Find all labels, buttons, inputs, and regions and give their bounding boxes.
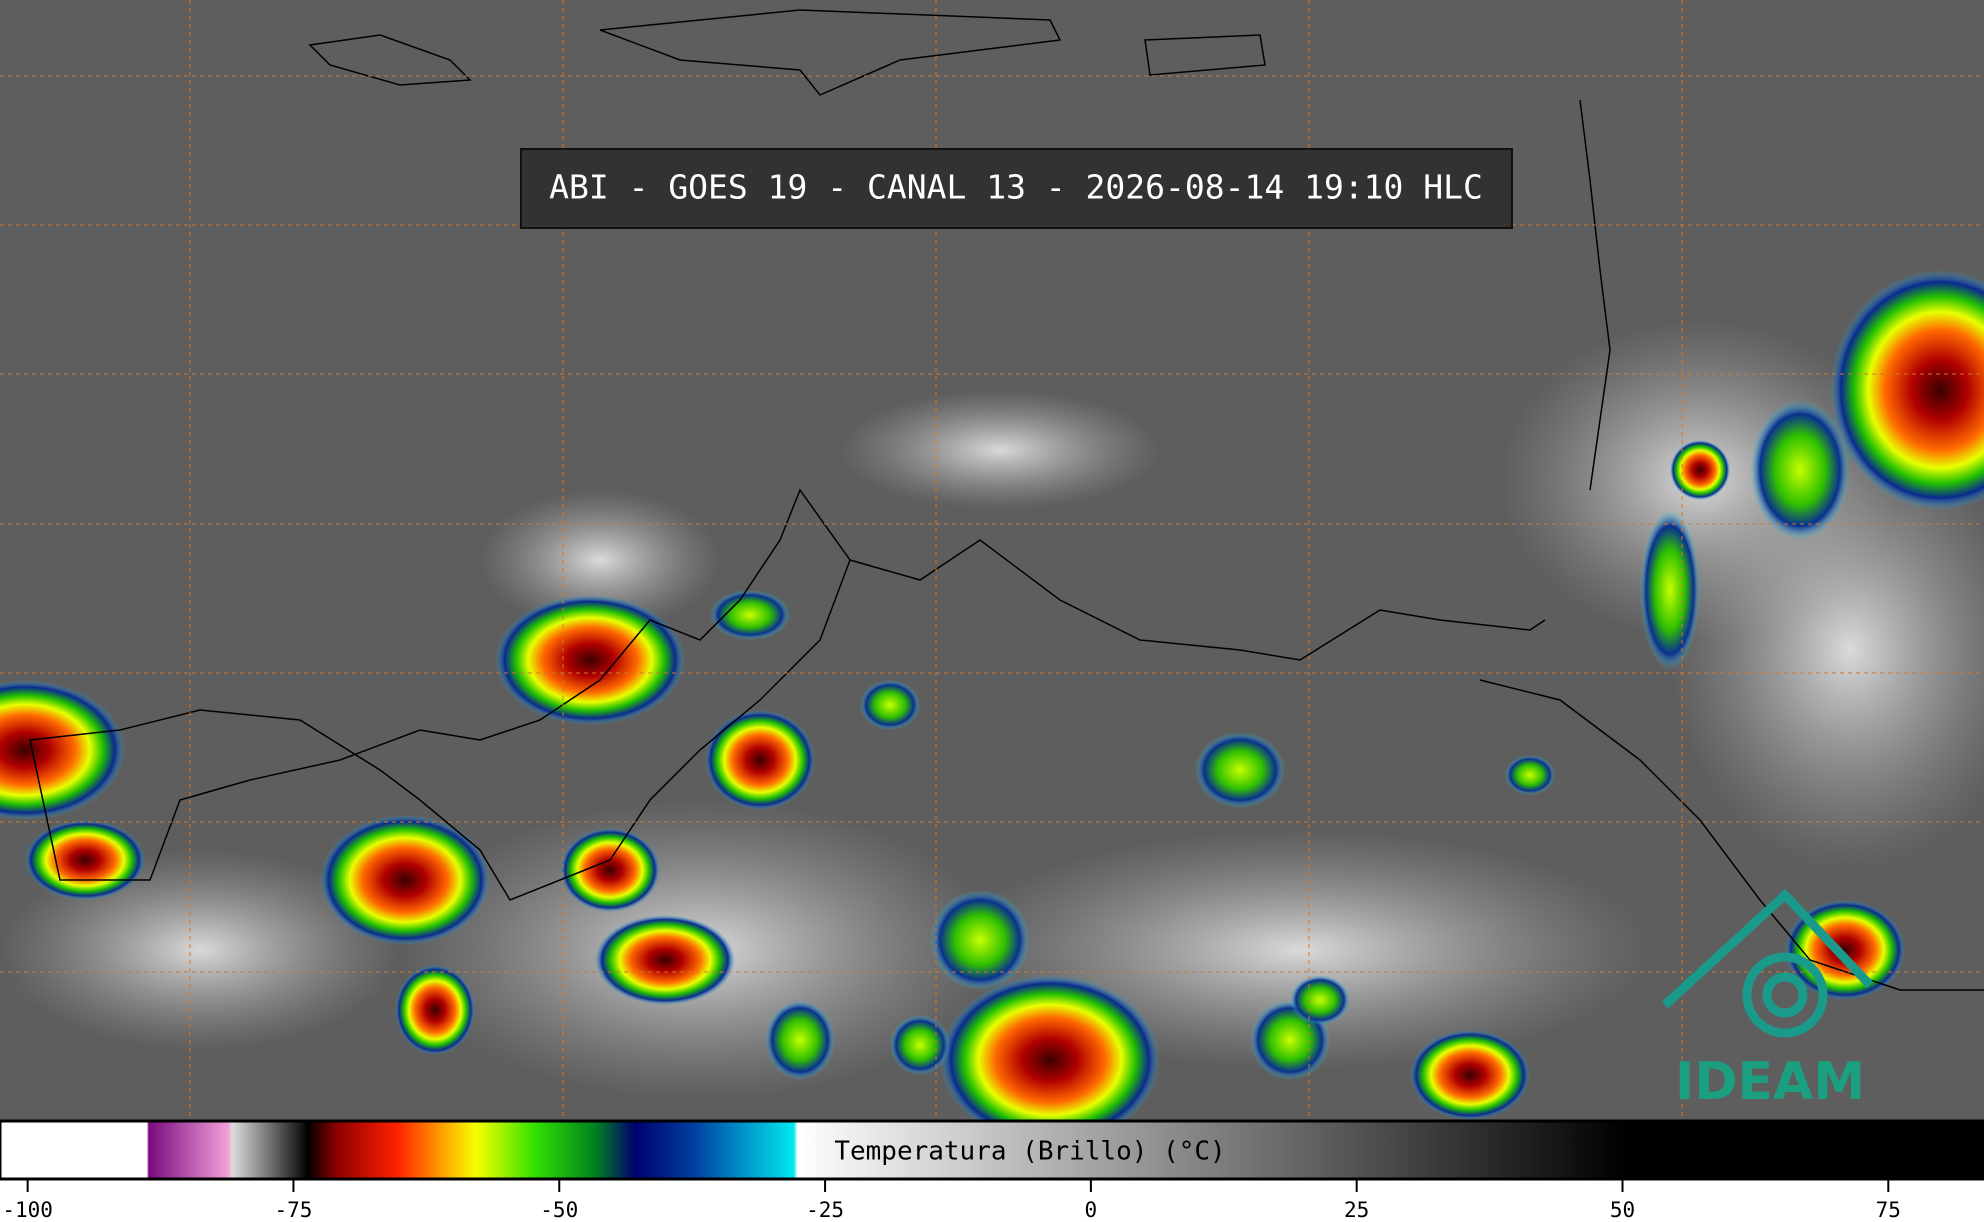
- tick-label: -75: [274, 1198, 312, 1222]
- title-box: [520, 148, 1513, 229]
- green-cells: [710, 400, 1850, 1080]
- colorbar-axis: -100 -75 -50 -25 0 25 50 75: [2, 1180, 1901, 1222]
- tick-label: 25: [1344, 1198, 1369, 1222]
- tick-label: 50: [1610, 1198, 1635, 1222]
- title: ABI - GOES 19 - CANAL 13 - 2026-08-14 19…: [549, 168, 1483, 207]
- coastlines: [29, 9, 1984, 991]
- colorbar-label: Temperatura (Brillo) (°C): [834, 1137, 1225, 1167]
- tick-label: -25: [806, 1198, 844, 1222]
- tick-label: -50: [540, 1198, 578, 1222]
- logo-text: IDEAM: [1675, 1052, 1865, 1112]
- convective-storms: [0, 270, 1984, 1145]
- cloud-cover: [0, 320, 1984, 1100]
- tick-label: 75: [1876, 1198, 1901, 1222]
- colorbar: [0, 1119, 1984, 1181]
- tick-label: 0: [1085, 1198, 1098, 1222]
- logo: [1661, 888, 1874, 1038]
- tick-label: -100: [2, 1198, 53, 1222]
